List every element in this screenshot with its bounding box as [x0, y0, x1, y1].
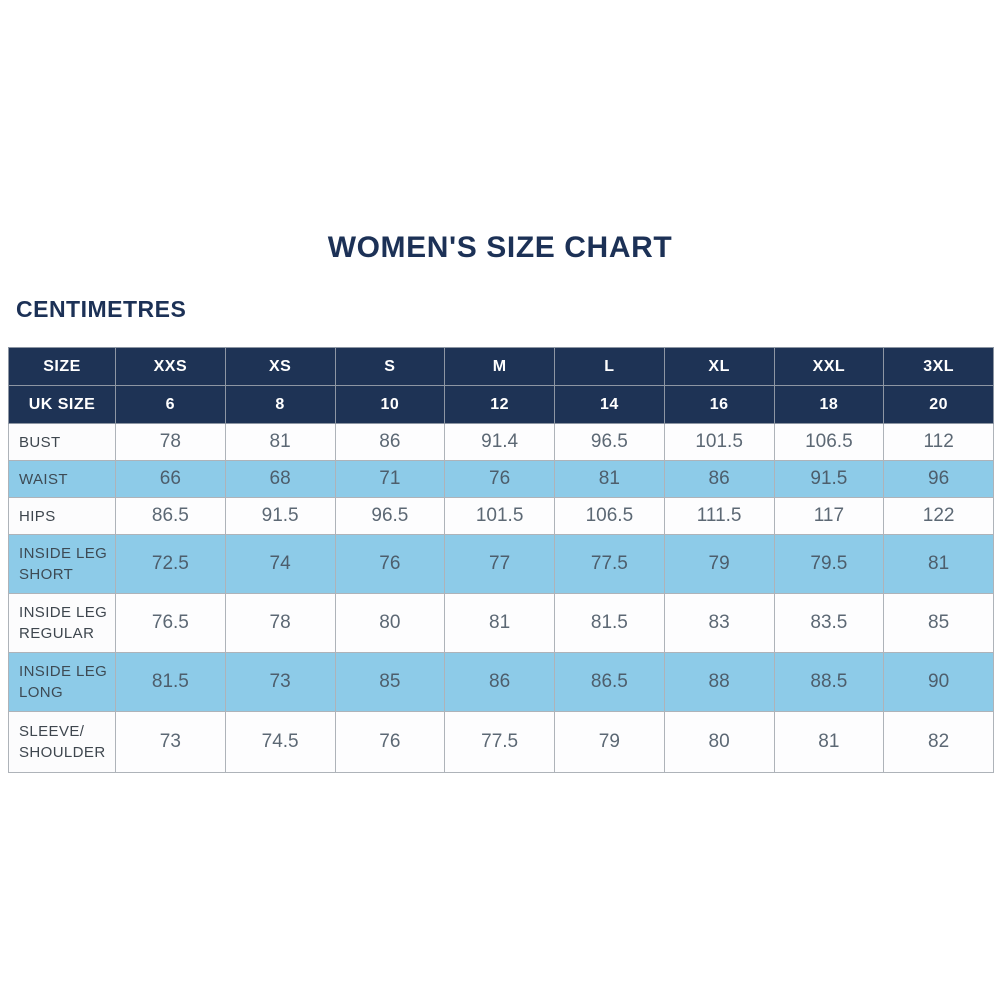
- header-value-cell: L: [554, 347, 665, 386]
- measurement-value-cell: 81: [883, 534, 994, 594]
- measurement-value-cell: 74: [224, 534, 336, 594]
- measurement-value-cell: 77: [444, 534, 555, 594]
- measurement-value-cell: 101.5: [663, 423, 775, 461]
- measurement-row: HIPS 86.5 91.5 96.5 101.5 106.5 111.5 117 122: [8, 497, 994, 535]
- measurement-label-cell: HIPS: [8, 497, 116, 535]
- measurement-value-cell: 86.5: [115, 497, 226, 535]
- measurement-value-cell: 73: [115, 711, 226, 773]
- measurement-value-cell: 77.5: [554, 534, 665, 594]
- header-value-cell: 18: [773, 385, 885, 424]
- page-title: WOMEN'S SIZE CHART: [327, 231, 673, 264]
- measurement-value-cell: 122: [883, 497, 994, 535]
- measurement-value-cell: 68: [224, 460, 336, 498]
- header-value-cell: XXS: [115, 347, 226, 386]
- measurement-row: BUST 78 81 86 91.4 96.5 101.5 106.5 112: [8, 423, 994, 461]
- measurement-value-cell: 81: [554, 460, 665, 498]
- measurement-value-cell: 76: [334, 534, 446, 594]
- measurement-value-cell: 91.4: [444, 423, 555, 461]
- measurement-value-cell: 81.5: [554, 593, 665, 653]
- header-value-cell: 12: [444, 385, 555, 424]
- measurement-value-cell: 85: [883, 593, 994, 653]
- measurement-label-cell: BUST: [8, 423, 116, 461]
- measurement-label-cell: INSIDE LEG SHORT: [8, 534, 116, 594]
- measurement-value-cell: 76: [334, 711, 446, 773]
- measurement-value-cell: 91.5: [773, 460, 885, 498]
- header-label-cell: SIZE: [8, 347, 116, 386]
- measurement-value-cell: 76.5: [115, 593, 226, 653]
- header-value-cell: 3XL: [883, 347, 994, 386]
- measurement-row: INSIDE LEG SHORT 72.5 74 76 77 77.5 79 79.5 81: [8, 534, 994, 594]
- measurement-value-cell: 96: [883, 460, 994, 498]
- measurement-value-cell: 96.5: [554, 423, 665, 461]
- measurement-value-cell: 81: [444, 593, 555, 653]
- measurement-value-cell: 81: [773, 711, 885, 773]
- measurement-value-cell: 80: [334, 593, 446, 653]
- measurement-value-cell: 71: [334, 460, 446, 498]
- header-value-cell: XL: [663, 347, 775, 386]
- measurement-value-cell: 79: [554, 711, 665, 773]
- size-table-body: BUST 78 81 86 91.4 96.5 101.5 106.5 112 WAIST 66 68…: [8, 423, 994, 773]
- measurement-value-cell: 88: [663, 652, 775, 712]
- measurement-value-cell: 81: [224, 423, 336, 461]
- size-chart-table: SIZE XXS XS S M L XL XXL 3XL UK SIZE 6 8 10 12 14 16 18 2…: [8, 347, 994, 773]
- measurement-value-cell: 91.5: [224, 497, 336, 535]
- header-label-cell: UK SIZE: [8, 385, 116, 424]
- measurement-value-cell: 73: [224, 652, 336, 712]
- measurement-value-cell: 81.5: [115, 652, 226, 712]
- measurement-value-cell: 90: [883, 652, 994, 712]
- measurement-row: INSIDE LEG REGULAR 76.5 78 80 81 81.5 83 83.5 85: [8, 593, 994, 653]
- header-value-cell: 6: [115, 385, 226, 424]
- measurement-label-cell: INSIDE LEG LONG: [8, 652, 116, 712]
- header-value-cell: 16: [663, 385, 775, 424]
- header-value-cell: S: [334, 347, 446, 386]
- measurement-value-cell: 101.5: [444, 497, 555, 535]
- units-label: CENTIMETRES: [16, 296, 187, 322]
- measurement-label-cell: INSIDE LEG REGULAR: [8, 593, 116, 653]
- measurement-value-cell: 79: [663, 534, 775, 594]
- measurement-value-cell: 86: [663, 460, 775, 498]
- header-row: UK SIZE 6 8 10 12 14 16 18 20: [8, 385, 994, 424]
- measurement-value-cell: 82: [883, 711, 994, 773]
- header-value-cell: M: [444, 347, 555, 386]
- measurement-value-cell: 78: [224, 593, 336, 653]
- measurement-value-cell: 111.5: [663, 497, 775, 535]
- header-row: SIZE XXS XS S M L XL XXL 3XL: [8, 347, 994, 386]
- measurement-label-cell: WAIST: [8, 460, 116, 498]
- header-value-cell: XS: [224, 347, 336, 386]
- measurement-row: WAIST 66 68 71 76 81 86 91.5 96: [8, 460, 994, 498]
- measurement-value-cell: 86.5: [554, 652, 665, 712]
- size-table-head: SIZE XXS XS S M L XL XXL 3XL UK SIZE 6 8 10 12 14 16 18 2…: [8, 347, 994, 424]
- measurement-value-cell: 86: [334, 423, 446, 461]
- header-value-cell: 10: [334, 385, 446, 424]
- header-value-cell: 8: [224, 385, 336, 424]
- measurement-value-cell: 72.5: [115, 534, 226, 594]
- measurement-value-cell: 86: [444, 652, 555, 712]
- measurement-row: SLEEVE/ SHOULDER 73 74.5 76 77.5 79 80 81 82: [8, 711, 994, 773]
- measurement-value-cell: 66: [115, 460, 226, 498]
- measurement-value-cell: 76: [444, 460, 555, 498]
- measurement-value-cell: 112: [883, 423, 994, 461]
- measurement-value-cell: 74.5: [224, 711, 336, 773]
- measurement-value-cell: 83.5: [773, 593, 885, 653]
- measurement-value-cell: 78: [115, 423, 226, 461]
- measurement-value-cell: 77.5: [444, 711, 555, 773]
- measurement-value-cell: 80: [663, 711, 775, 773]
- measurement-row: INSIDE LEG LONG 81.5 73 85 86 86.5 88 88.5 90: [8, 652, 994, 712]
- header-value-cell: 20: [883, 385, 994, 424]
- header-value-cell: 14: [554, 385, 665, 424]
- measurement-label-cell: SLEEVE/ SHOULDER: [8, 711, 116, 773]
- header-value-cell: XXL: [773, 347, 885, 386]
- measurement-value-cell: 79.5: [773, 534, 885, 594]
- measurement-value-cell: 117: [773, 497, 885, 535]
- measurement-value-cell: 106.5: [773, 423, 885, 461]
- measurement-value-cell: 106.5: [554, 497, 665, 535]
- measurement-value-cell: 96.5: [334, 497, 446, 535]
- measurement-value-cell: 83: [663, 593, 775, 653]
- measurement-value-cell: 85: [334, 652, 446, 712]
- measurement-value-cell: 88.5: [773, 652, 885, 712]
